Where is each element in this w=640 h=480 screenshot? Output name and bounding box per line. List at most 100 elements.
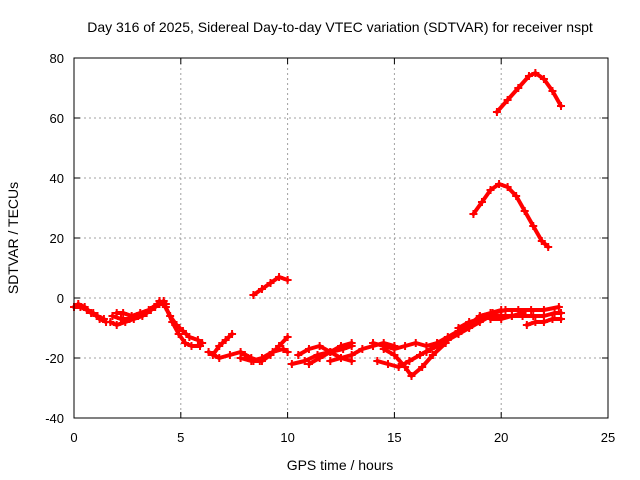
data-point [166,312,175,320]
data-point [172,321,181,329]
data-point [407,372,416,380]
data-point [501,306,510,314]
data-point [106,318,115,326]
data-point [155,297,164,305]
data-point [512,192,521,200]
series-arc-15 [304,339,356,368]
series-arc-12 [249,273,292,299]
y-ticks: -40 -20 0 20 40 60 80 [45,51,608,426]
data-point [294,351,303,359]
data-point [315,354,324,362]
data-point [503,96,512,104]
x-tick-label: 0 [70,430,77,445]
data-point [390,351,399,359]
data-point [531,318,540,326]
data-point [144,306,153,314]
data-point [300,357,309,365]
data-point [347,351,356,359]
data-point [283,348,292,356]
y-tick-label: 0 [57,291,64,306]
data-point [315,342,324,350]
data-point [369,339,378,347]
data-point [422,348,431,356]
series-trace [471,182,551,249]
data-point [358,345,367,353]
data-point [74,300,83,308]
data-point [475,312,484,320]
series-trace [494,71,563,114]
series-arc-24 [486,309,566,323]
data-point [326,357,335,365]
y-tick-label: 40 [50,171,64,186]
data-point [477,198,486,206]
data-point [287,360,296,368]
data-point [531,69,540,77]
data-point [337,354,345,362]
data-point [486,315,495,323]
data-point [373,357,382,365]
data-point [266,351,275,359]
data-point [204,348,213,356]
data-point [383,360,392,368]
y-tick-label: 20 [50,231,64,246]
data-point [537,237,546,245]
data-point [554,303,563,311]
data-point [495,180,504,188]
data-point [539,318,548,326]
data-point [116,315,125,323]
y-tick-label: 80 [50,51,64,66]
data-point [548,87,557,95]
data-point [337,342,345,350]
data-point [539,75,548,83]
data-point [443,333,452,341]
data-point [411,339,420,347]
data-point [488,309,497,317]
data-point [80,303,89,311]
plot-frame [73,57,609,419]
data-point [405,357,414,365]
data-point [497,315,506,323]
data-point [465,318,474,326]
data-point [275,273,284,281]
data-point [99,315,108,323]
series-arc-2 [74,300,108,323]
series-arc-9 [208,330,237,359]
data-point [93,312,102,320]
y-tick-label: -20 [45,351,64,366]
series-arc-19 [379,339,450,380]
data-point [283,276,292,284]
x-tick-label: 5 [177,430,184,445]
data-point [514,84,523,92]
x-tick-label: 10 [280,430,294,445]
series-trace [210,332,235,357]
data-point [279,345,288,353]
data-point [136,309,145,317]
x-ticks: 0 5 10 15 20 25 [70,58,615,445]
data-point [507,312,516,320]
x-axis-label: GPS time / hours [287,457,394,473]
data-point [193,336,202,344]
series-arc-11 [240,333,292,365]
y-tick-label: -40 [45,411,64,426]
y-tick-label: 60 [50,111,64,126]
data-points [70,69,566,380]
series-arc-23 [475,303,563,320]
series-arc-7 [159,300,207,347]
data-point [275,342,284,350]
series-arc-27 [492,69,566,116]
y-axis-label: SDTVAR / TECUs [5,182,21,294]
x-tick-label: 20 [494,430,508,445]
data-point [522,321,531,329]
data-point [240,351,249,359]
data-point [454,324,463,332]
data-point [119,309,128,317]
data-point [228,330,237,338]
data-point [416,351,425,359]
data-point [215,342,224,350]
data-point [112,321,121,329]
data-point [249,291,258,299]
data-point [418,363,427,371]
grid [74,58,608,418]
data-point [401,363,410,371]
data-point [433,339,442,347]
